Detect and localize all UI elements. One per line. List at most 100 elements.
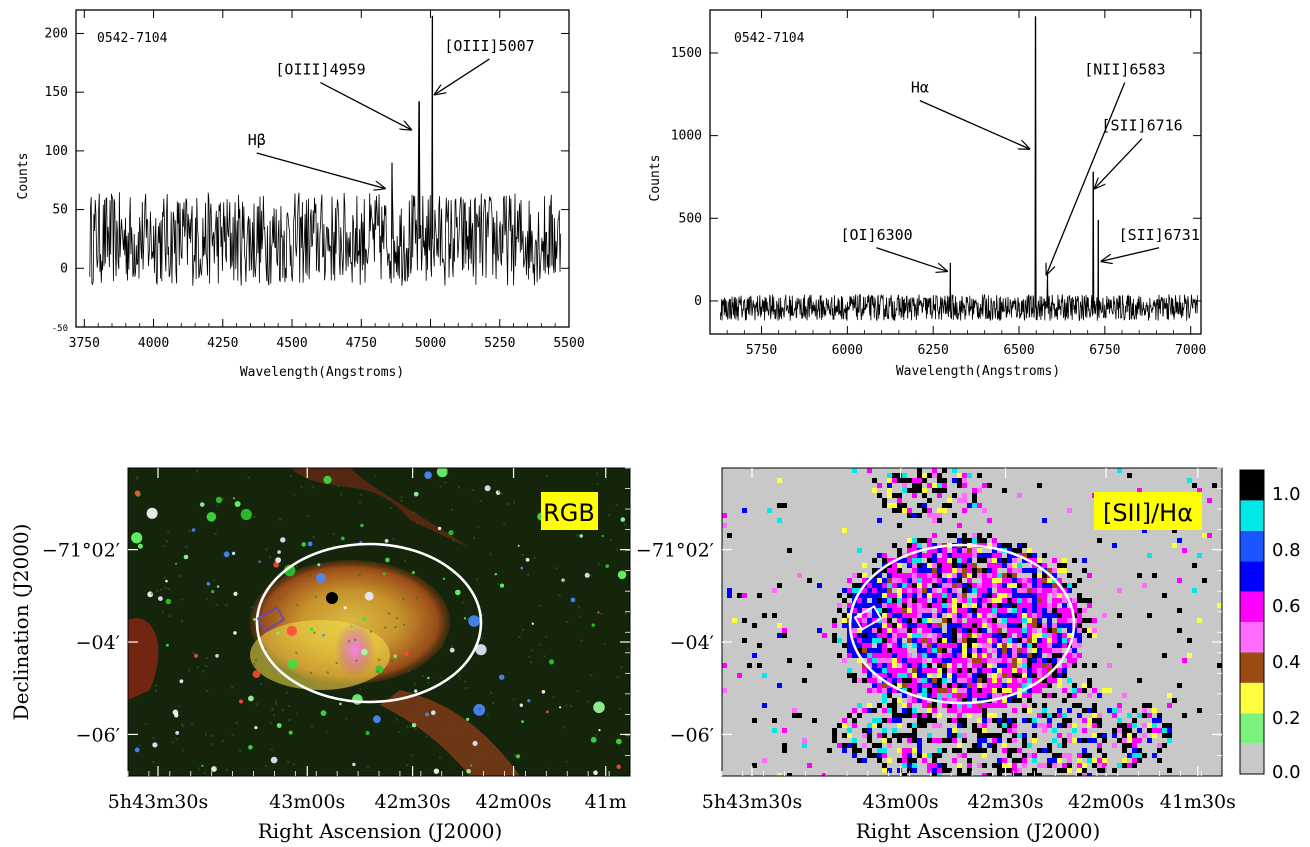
ratio-pixel bbox=[1012, 688, 1017, 693]
ratio-pixel bbox=[947, 613, 952, 618]
noise-speckle bbox=[481, 637, 483, 640]
ratio-pixel bbox=[1002, 618, 1007, 623]
ratio-pixel bbox=[877, 733, 882, 738]
ratio-pixel bbox=[872, 608, 877, 613]
annotation-arrow bbox=[876, 247, 946, 271]
ratio-pixel bbox=[907, 683, 912, 688]
ratio-pixel bbox=[852, 573, 857, 578]
ratio-pixel bbox=[927, 543, 932, 548]
ratio-pixel bbox=[1072, 558, 1077, 563]
ratio-pixel bbox=[1097, 768, 1102, 773]
noise-speckle bbox=[364, 565, 367, 568]
ratio-pixel bbox=[1022, 543, 1027, 548]
ratio-pixel bbox=[1002, 728, 1007, 733]
ratio-pixel bbox=[1017, 683, 1022, 688]
ratio-pixel bbox=[877, 668, 882, 673]
ratio-pixel bbox=[1002, 638, 1007, 643]
annotation-arrow bbox=[256, 152, 385, 188]
ratio-pixel bbox=[987, 668, 992, 673]
ratio-pixel bbox=[912, 613, 917, 618]
ratio-pixel bbox=[922, 713, 927, 718]
ratio-pixel bbox=[1067, 733, 1072, 738]
ratio-pixel bbox=[1007, 588, 1012, 593]
ratio-pixel bbox=[962, 608, 967, 613]
ratio-pixel bbox=[1062, 688, 1067, 693]
noise-speckle bbox=[161, 610, 164, 613]
ratio-pixel bbox=[992, 613, 997, 618]
ratio-pixel bbox=[917, 753, 922, 758]
ratio-pixel bbox=[912, 618, 917, 623]
ratio-pixel bbox=[997, 648, 1002, 653]
ratio-pixel bbox=[932, 563, 937, 568]
ratio-pixel bbox=[897, 493, 902, 498]
ratio-pixel bbox=[1007, 573, 1012, 578]
ratio-pixel bbox=[1017, 638, 1022, 643]
ratio-pixel bbox=[1047, 693, 1052, 698]
ratio-pixel bbox=[887, 628, 892, 633]
ratio-pixel bbox=[997, 738, 1002, 743]
ratio-pixel bbox=[967, 713, 972, 718]
star bbox=[468, 615, 480, 627]
noise-speckle bbox=[409, 725, 412, 728]
noise-speckle bbox=[251, 606, 254, 609]
ratio-pixel bbox=[957, 603, 962, 608]
ratio-pixel bbox=[942, 683, 947, 688]
ratio-pixel bbox=[1067, 583, 1072, 588]
ratio-pixel bbox=[1197, 553, 1202, 558]
ratio-pixel bbox=[1042, 593, 1047, 598]
ratio-pixel bbox=[1037, 588, 1042, 593]
ratio-pixel bbox=[1012, 738, 1017, 743]
ratio-pixel bbox=[972, 673, 977, 678]
ratio-pixel bbox=[967, 573, 972, 578]
noise-speckle bbox=[415, 698, 418, 701]
ratio-pixel bbox=[867, 668, 872, 673]
ratio-pixel bbox=[887, 653, 892, 658]
ratio-pixel bbox=[902, 663, 907, 668]
noise-speckle bbox=[155, 690, 158, 693]
ratio-pixel bbox=[1137, 678, 1142, 683]
noise-speckle bbox=[211, 742, 214, 745]
ratio-pixel bbox=[1007, 748, 1012, 753]
ratio-pixel bbox=[907, 758, 912, 763]
ratio-pixel bbox=[862, 733, 867, 738]
noise-speckle bbox=[231, 686, 234, 689]
ratio-pixel bbox=[1062, 718, 1067, 723]
ratio-pixel bbox=[1007, 563, 1012, 568]
ratio-pixel bbox=[922, 503, 927, 508]
ratio-pixel bbox=[957, 478, 962, 483]
ratio-pixel bbox=[947, 603, 952, 608]
star bbox=[248, 695, 254, 702]
ratio-pixel bbox=[1037, 648, 1042, 653]
ratio-pixel bbox=[1037, 608, 1042, 613]
ratio-pixel bbox=[947, 643, 952, 648]
ratio-pixel bbox=[787, 773, 792, 776]
star bbox=[517, 544, 520, 547]
ratio-pixel bbox=[992, 593, 997, 598]
ratio-pixel bbox=[982, 748, 987, 753]
ratio-pixel bbox=[1047, 583, 1052, 588]
colorbar-segment bbox=[1240, 500, 1264, 531]
ratio-pixel bbox=[772, 613, 777, 618]
ratio-pixel bbox=[972, 633, 977, 638]
ratio-pixel bbox=[982, 588, 987, 593]
ratio-pixel bbox=[982, 668, 987, 673]
ratio-pixel bbox=[1082, 753, 1087, 758]
ratio-pixel bbox=[912, 658, 917, 663]
ratio-pixel bbox=[807, 578, 812, 583]
ratio-pixel bbox=[977, 658, 982, 663]
ratio-pixel bbox=[937, 508, 942, 513]
ratio-pixel bbox=[1002, 488, 1007, 493]
ratio-pixel bbox=[977, 573, 982, 578]
ratio-pixel bbox=[937, 593, 942, 598]
x-tick-label: 5750 bbox=[746, 343, 777, 358]
noise-speckle bbox=[185, 545, 188, 548]
ratio-pixel bbox=[917, 618, 922, 623]
ratio-pixel bbox=[1162, 593, 1167, 598]
ratio-pixel bbox=[1002, 703, 1007, 708]
ratio-pixel bbox=[977, 533, 982, 538]
ratio-pixel bbox=[842, 743, 847, 748]
ratio-pixel bbox=[912, 663, 917, 668]
ratio-pixel bbox=[957, 498, 962, 503]
ratio-pixel bbox=[847, 743, 852, 748]
ratio-pixel bbox=[882, 503, 887, 508]
